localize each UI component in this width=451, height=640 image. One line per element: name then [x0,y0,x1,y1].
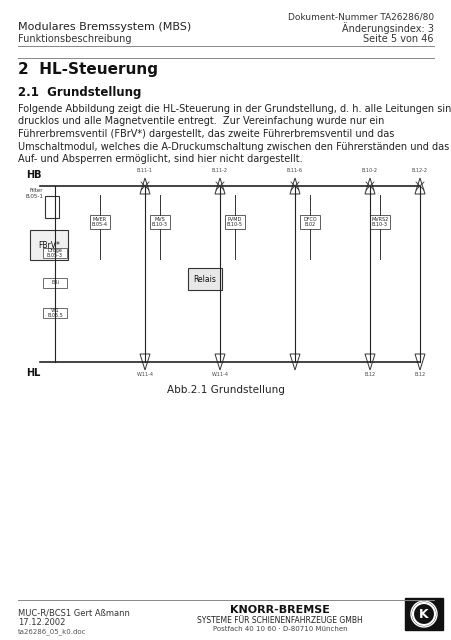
Text: ERi: ERi [51,280,59,285]
Bar [43,278,67,288]
Polygon shape [215,354,225,370]
Text: Relais: Relais [193,275,216,284]
Text: PVMD
B.10-5: PVMD B.10-5 [226,216,243,227]
Polygon shape [414,178,424,194]
Text: K: K [418,607,428,621]
Text: Modulares Bremssystem (MBS): Modulares Bremssystem (MBS) [18,22,191,32]
Bar [45,196,59,218]
Bar [369,215,389,229]
Text: Auf- und Absperren ermöglicht, sind hier nicht dargestellt.: Auf- und Absperren ermöglicht, sind hier… [18,154,302,164]
Text: Abb.2.1 Grundstellung: Abb.2.1 Grundstellung [167,385,284,395]
Text: MVRS2
B.10-3: MVRS2 B.10-3 [371,216,388,227]
Bar [43,308,67,318]
Bar [30,230,68,260]
Text: KNORR-BREMSE: KNORR-BREMSE [230,605,329,615]
Text: Funktionsbeschreibung: Funktionsbeschreibung [18,34,131,44]
Text: Dokument-Nummer TA26286/80: Dokument-Nummer TA26286/80 [287,12,433,21]
Text: HL: HL [26,368,40,378]
Text: W.11-4: W.11-4 [136,371,153,376]
Text: 2  HL-Steuerung: 2 HL-Steuerung [18,62,158,77]
Text: Führerbremsventil (FBrV*) dargestellt, das zweite Führerbremsventil und das: Führerbremsventil (FBrV*) dargestellt, d… [18,129,394,139]
Polygon shape [140,354,150,370]
Circle shape [412,603,434,625]
Text: B.10-2: B.10-2 [361,168,377,173]
Text: DFCO
B.02: DFCO B.02 [303,216,316,227]
Text: B.12-2: B.12-2 [411,168,427,173]
Text: W.11-4: W.11-4 [211,371,228,376]
Polygon shape [414,354,424,370]
Text: MVS
B.10-3: MVS B.10-3 [152,216,168,227]
Text: B.11-6: B.11-6 [286,168,302,173]
Polygon shape [215,178,225,194]
Text: Vr1
B.05.5: Vr1 B.05.5 [47,308,63,318]
Text: FBrV*: FBrV* [38,241,60,250]
Bar [404,598,442,630]
Polygon shape [290,354,299,370]
Polygon shape [364,178,374,194]
Bar [150,215,170,229]
Polygon shape [140,178,150,194]
Text: drucklos und alle Magnetventile entregt.  Zur Vereinfachung wurde nur ein: drucklos und alle Magnetventile entregt.… [18,116,383,127]
Text: Seite 5 von 46: Seite 5 von 46 [363,34,433,44]
Text: MVER
B.05-4: MVER B.05-4 [92,216,108,227]
Bar [299,215,319,229]
Text: Umschaltmodul, welches die A-Druckumschaltung zwischen den Führerständen und das: Umschaltmodul, welches die A-Druckumscha… [18,141,448,152]
Text: B.12: B.12 [364,371,375,376]
Text: Droge
B.05-3: Droge B.05-3 [47,248,63,259]
Text: 17.12.2002: 17.12.2002 [18,618,65,627]
Text: HB: HB [26,170,41,180]
Bar [225,215,244,229]
Bar [43,248,67,258]
Bar [90,215,110,229]
Text: Filter
B.05-1: Filter B.05-1 [25,188,43,199]
Text: Postfach 40 10 60 · D-80710 München: Postfach 40 10 60 · D-80710 München [212,626,346,632]
Text: Folgende Abbildung zeigt die HL-Steuerung in der Grundstellung, d. h. alle Leitu: Folgende Abbildung zeigt die HL-Steuerun… [18,104,451,114]
Text: 2.1  Grundstellung: 2.1 Grundstellung [18,86,141,99]
Bar [188,268,221,290]
Text: MUC-R/BCS1 Gert Aßmann: MUC-R/BCS1 Gert Aßmann [18,608,129,617]
Text: SYSTEME FÜR SCHIENENFAHRZEUGE GMBH: SYSTEME FÜR SCHIENENFAHRZEUGE GMBH [197,616,362,625]
Polygon shape [290,178,299,194]
Text: ta26286_05_k0.doc: ta26286_05_k0.doc [18,628,86,635]
Text: Änderungsindex: 3: Änderungsindex: 3 [341,22,433,34]
Text: B.11-1: B.11-1 [137,168,152,173]
Polygon shape [364,354,374,370]
Text: B.11-2: B.11-2 [212,168,227,173]
Text: B.12: B.12 [414,371,425,376]
